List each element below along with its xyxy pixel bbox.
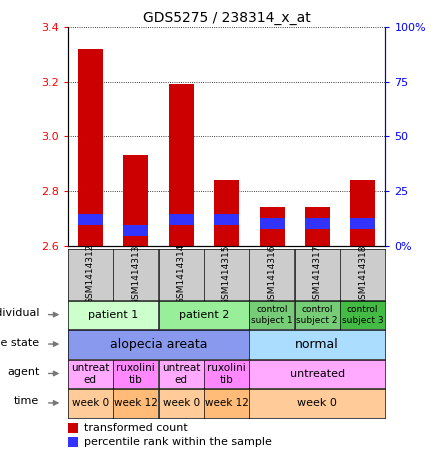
Text: untreat
ed: untreat ed (71, 363, 110, 385)
Text: normal: normal (295, 338, 339, 351)
Text: agent: agent (7, 367, 39, 377)
Text: time: time (14, 396, 39, 406)
Bar (350, 218, 375, 229)
Text: week 0: week 0 (72, 398, 109, 409)
Bar (214, 180, 239, 246)
Bar (305, 218, 330, 229)
Text: control
subject 3: control subject 3 (342, 305, 383, 325)
Text: week 0: week 0 (162, 398, 200, 409)
Text: untreat
ed: untreat ed (162, 363, 200, 385)
Text: week 0: week 0 (297, 398, 337, 409)
Text: transformed count: transformed count (84, 423, 188, 433)
Bar (124, 155, 148, 246)
Text: GSM1414317: GSM1414317 (313, 244, 321, 304)
Text: ruxolini
tib: ruxolini tib (207, 363, 246, 385)
Text: disease state: disease state (0, 337, 39, 347)
Bar (78, 49, 103, 246)
Bar (68, 437, 78, 447)
Bar (305, 207, 330, 246)
Text: control
subject 2: control subject 2 (297, 305, 338, 325)
Bar (68, 423, 78, 433)
Text: GSM1414313: GSM1414313 (131, 244, 140, 304)
Text: GSM1414318: GSM1414318 (358, 244, 367, 304)
Text: week 12: week 12 (114, 398, 158, 409)
Text: individual: individual (0, 308, 39, 318)
Title: GDS5275 / 238314_x_at: GDS5275 / 238314_x_at (143, 11, 311, 25)
Text: GSM1414312: GSM1414312 (86, 244, 95, 304)
Text: patient 1: patient 1 (88, 310, 138, 320)
Text: percentile rank within the sample: percentile rank within the sample (84, 437, 272, 447)
Text: patient 2: patient 2 (179, 310, 229, 320)
Text: GSM1414316: GSM1414316 (267, 244, 276, 304)
Text: ruxolini
tib: ruxolini tib (117, 363, 155, 385)
Bar (78, 214, 103, 225)
Text: alopecia areata: alopecia areata (110, 338, 207, 351)
Bar (214, 214, 239, 225)
Bar (169, 214, 194, 225)
Bar (260, 218, 285, 229)
Text: GSM1414315: GSM1414315 (222, 244, 231, 304)
Text: week 12: week 12 (205, 398, 248, 409)
Bar (169, 85, 194, 246)
Bar (124, 225, 148, 236)
Bar (350, 180, 375, 246)
Text: GSM1414314: GSM1414314 (177, 244, 186, 304)
Text: control
subject 1: control subject 1 (251, 305, 293, 325)
Text: untreated: untreated (290, 369, 345, 379)
Bar (260, 207, 285, 246)
